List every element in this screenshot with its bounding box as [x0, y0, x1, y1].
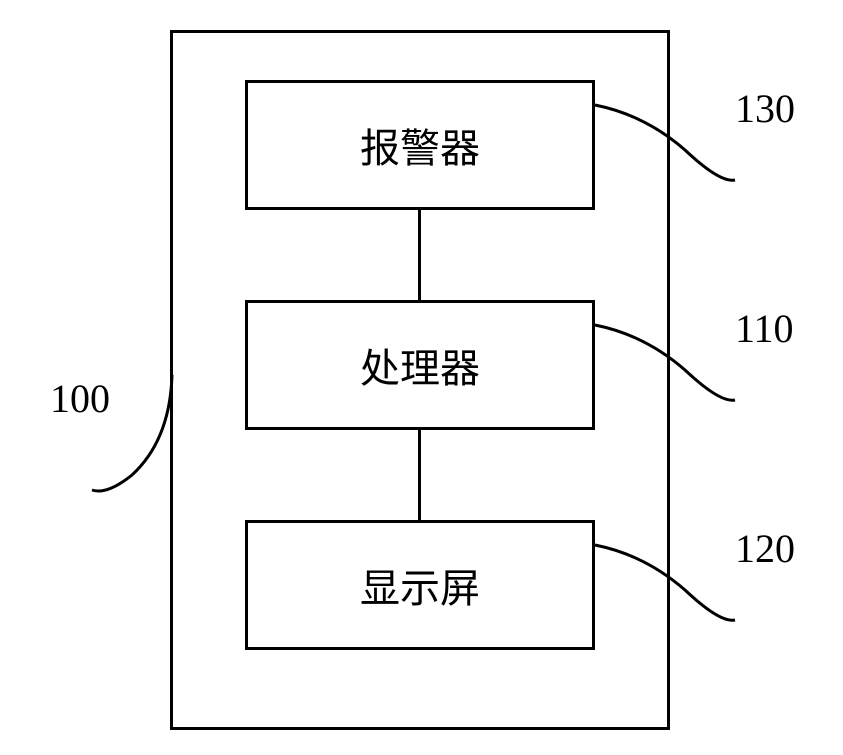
- alarm-label: 报警器: [360, 116, 480, 174]
- processor-label: 处理器: [360, 336, 480, 394]
- ref-label-120: 120: [735, 525, 795, 572]
- leader-curve-100: [92, 375, 182, 490]
- display-label: 显示屏: [360, 556, 480, 614]
- leader-curve-110: [595, 325, 735, 410]
- display-box: 显示屏: [245, 520, 595, 650]
- diagram-canvas: 报警器 处理器 显示屏 100 130 110 120: [0, 0, 843, 755]
- leader-curve-130: [595, 105, 735, 190]
- processor-box: 处理器: [245, 300, 595, 430]
- connector-processor-display: [418, 430, 421, 520]
- leader-curve-120: [595, 545, 735, 630]
- ref-label-110: 110: [735, 305, 794, 352]
- ref-label-130: 130: [735, 85, 795, 132]
- connector-alarm-processor: [418, 210, 421, 300]
- alarm-box: 报警器: [245, 80, 595, 210]
